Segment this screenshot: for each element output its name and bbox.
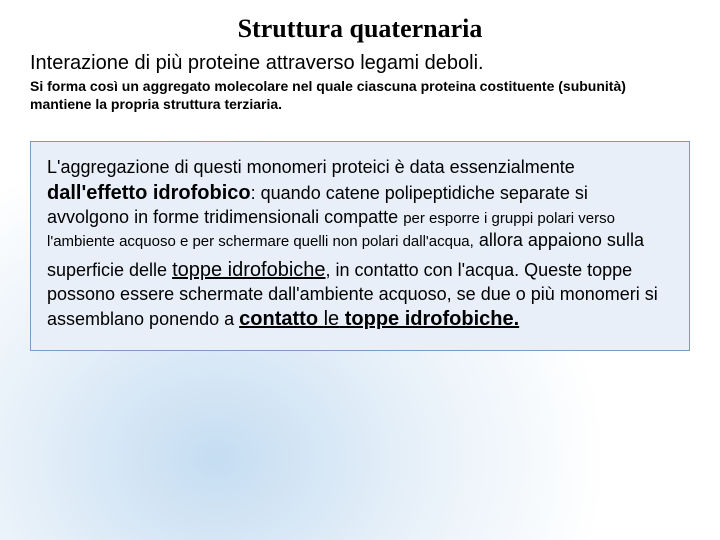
bold-underlined-hydrophobic-patches: toppe idrofobiche.: [339, 308, 519, 330]
slide-content: Struttura quaternaria Interazione di più…: [0, 0, 720, 351]
box-paragraph-2: superficie delle toppe idrofobiche, in c…: [47, 257, 673, 332]
text-segment: superficie delle: [47, 260, 172, 280]
text-segment: allora appaiono sulla: [474, 230, 644, 250]
bold-term-hydrophobic-effect: dall'effetto idrofobico: [47, 182, 251, 204]
highlight-box: L'aggregazione di questi monomeri protei…: [30, 141, 690, 351]
slide-title: Struttura quaternaria: [30, 14, 690, 44]
sub-description: Si forma così un aggregato molecolare ne…: [30, 77, 690, 113]
text-segment: L'aggregazione di questi monomeri protei…: [47, 157, 575, 177]
box-paragraph-1: L'aggregazione di questi monomeri protei…: [47, 156, 673, 252]
bold-underlined-contact: contatto: [239, 308, 323, 330]
subtitle: Interazione di più proteine attraverso l…: [30, 52, 690, 75]
underlined-term-patches: toppe idrofobiche: [172, 259, 325, 281]
underlined-le: le: [324, 308, 340, 330]
